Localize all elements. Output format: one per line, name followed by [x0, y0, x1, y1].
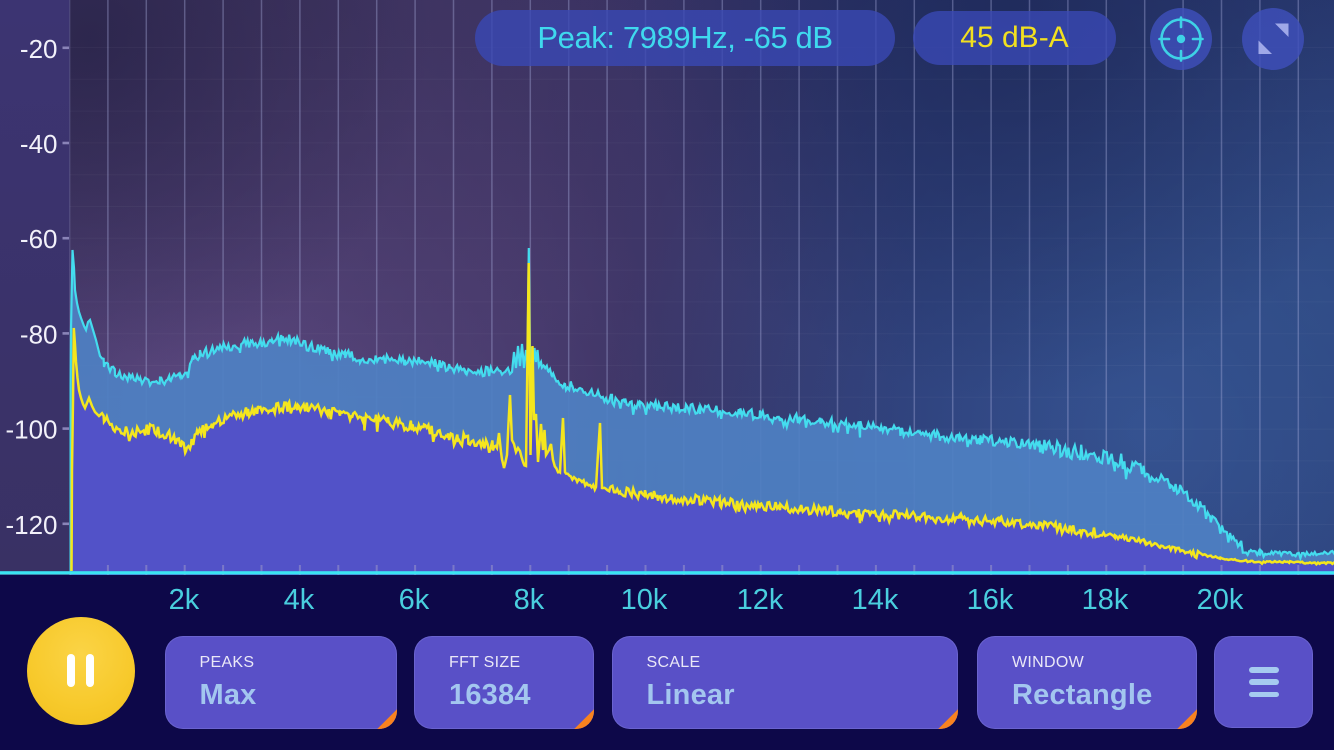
svg-text:-80: -80 — [20, 319, 58, 349]
svg-text:-40: -40 — [20, 129, 58, 159]
svg-text:-100: -100 — [5, 415, 57, 445]
svg-text:-20: -20 — [20, 34, 58, 64]
svg-text:-120: -120 — [5, 510, 57, 540]
svg-text:-60: -60 — [20, 224, 58, 254]
